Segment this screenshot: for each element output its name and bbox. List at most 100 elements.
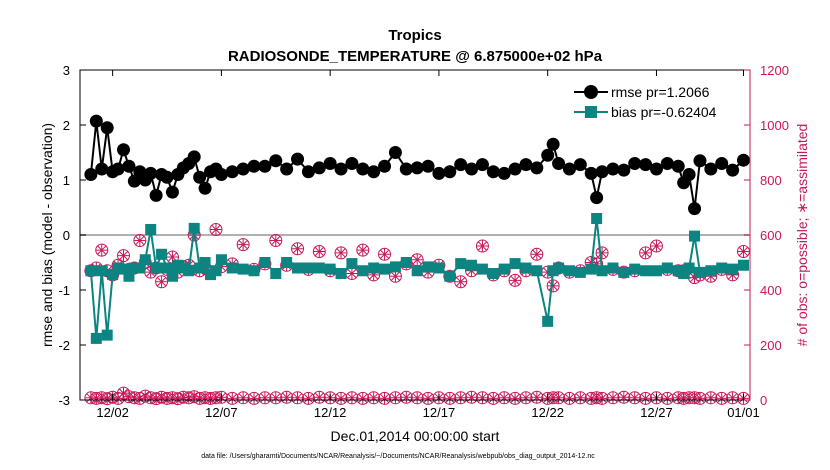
bias-point	[248, 265, 260, 277]
right-tick-label: 400	[760, 283, 782, 298]
asterisk-stroke	[662, 393, 672, 403]
bias-point	[716, 262, 728, 274]
asterisk-stroke	[347, 393, 357, 403]
asterisk-stroke	[521, 393, 531, 403]
right-tick-label: 0	[760, 393, 767, 408]
obs-assimilated-point	[226, 392, 239, 405]
bias-point	[156, 248, 168, 260]
asterisk-stroke	[97, 245, 107, 255]
right-tick-label: 1200	[760, 63, 789, 78]
asterisk-stroke	[173, 394, 183, 404]
bias-point	[368, 262, 380, 274]
y-tick-label: -1	[58, 283, 70, 298]
x-tick-label: 12/07	[205, 405, 238, 420]
obs-assimilated-point	[335, 246, 348, 259]
asterisk-stroke	[118, 251, 129, 261]
obs-assimilated-point	[291, 242, 304, 255]
rmse-point	[410, 161, 424, 175]
rmse-point	[454, 158, 468, 172]
legend-box	[568, 76, 744, 124]
rmse-point	[606, 162, 620, 176]
bias-point	[226, 262, 238, 274]
rmse-point	[530, 161, 544, 175]
rmse-point	[345, 157, 359, 170]
bias-point	[661, 262, 673, 274]
asterisk-stroke	[347, 268, 357, 279]
obs-assimilated-point	[606, 391, 619, 404]
legend-rmse-label: rmse pr=1.2066	[611, 84, 710, 100]
rmse-point	[688, 202, 702, 216]
asterisk-stroke	[706, 393, 716, 403]
obs-assimilated-point	[596, 246, 609, 259]
obs-assimilated-point	[628, 391, 641, 404]
bias-point	[683, 262, 695, 274]
asterisk-stroke	[651, 241, 662, 251]
asterisk-stroke	[728, 393, 738, 403]
right-tick-label: 1000	[760, 118, 789, 133]
obs-assimilated-point	[476, 391, 489, 404]
y-tick-label: 0	[63, 228, 70, 243]
bias-point	[574, 266, 586, 278]
obs-assimilated-point	[117, 387, 130, 400]
rmse-point	[280, 162, 294, 176]
obs-assimilated-point	[704, 391, 717, 404]
obs-assimilated-point	[133, 392, 146, 405]
rmse-point	[432, 166, 446, 180]
rmse-point	[334, 162, 348, 176]
rmse-point	[726, 163, 740, 177]
asterisk-stroke	[227, 393, 237, 403]
rmse-point	[84, 168, 98, 181]
rmse-point	[628, 157, 642, 170]
obs-assimilated-point	[117, 249, 130, 262]
asterisk-stroke	[314, 246, 324, 257]
obs-assimilated-point	[530, 391, 543, 404]
asterisk-stroke	[592, 393, 602, 403]
obs-assimilated-point	[547, 279, 560, 292]
bias-point	[640, 265, 652, 277]
x-tick-label: 12/22	[531, 405, 564, 420]
obs-assimilated-point	[291, 391, 304, 404]
rmse-point	[465, 162, 479, 176]
bias-point	[563, 265, 575, 277]
bias-point	[145, 224, 157, 235]
bias-point	[433, 262, 445, 274]
asterisk-stroke	[445, 393, 455, 403]
asterisk-stroke	[211, 224, 221, 235]
bias-point	[324, 263, 336, 275]
bias-point	[585, 263, 597, 275]
bias-point	[259, 257, 271, 268]
asterisk-stroke	[510, 393, 520, 403]
obs-assimilated-point	[737, 245, 750, 258]
rmse-point	[225, 165, 239, 179]
rmse-point	[160, 170, 174, 184]
obs-assimilated-point	[519, 391, 532, 404]
bias-point	[476, 263, 488, 275]
rmse-point	[100, 121, 114, 135]
obs-assimilated-point	[650, 240, 663, 252]
obs-assimilated-point	[378, 392, 391, 405]
asterisk-stroke	[477, 241, 488, 251]
rmse-point	[715, 157, 729, 170]
obs-assimilated-point	[693, 392, 706, 405]
obs-assimilated-point	[639, 392, 652, 405]
asterisk-stroke	[390, 393, 401, 403]
bias-point	[292, 262, 304, 274]
rmse-point	[497, 166, 511, 180]
asterisk-stroke	[135, 393, 145, 403]
right-tick-label: 800	[760, 173, 782, 188]
bias-point	[357, 265, 369, 277]
rmse-point	[562, 162, 576, 176]
bias-point	[553, 262, 565, 274]
bias-point	[215, 254, 227, 266]
bias-point	[650, 265, 662, 277]
asterisk-stroke	[135, 235, 145, 246]
asterisk-stroke	[412, 255, 422, 265]
asterisk-stroke	[238, 393, 248, 403]
rmse-point	[165, 185, 179, 199]
obs-assimilated-point	[269, 391, 282, 404]
rmse-point	[214, 168, 228, 181]
asterisk-stroke	[86, 393, 96, 403]
rmse-point	[546, 137, 560, 151]
obs-assimilated-point	[596, 392, 609, 405]
